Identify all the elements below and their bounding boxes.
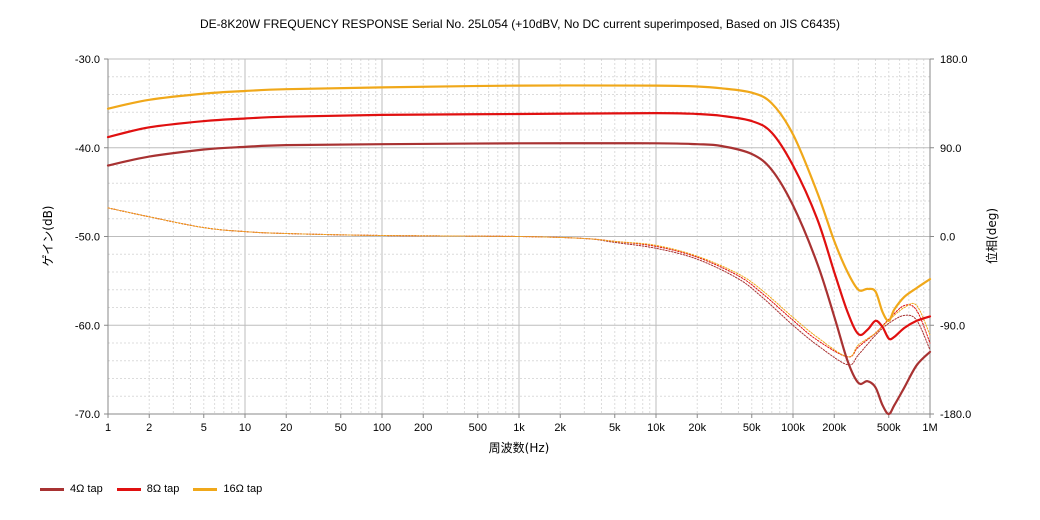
x-tick-label: 50k <box>743 422 761 434</box>
legend-swatch-8ohm <box>116 487 141 491</box>
x-tick-label: 500k <box>877 422 901 434</box>
series-line-8ohm-tap <box>106 112 932 341</box>
legend-swatch-4ohm <box>40 487 64 491</box>
x-tick-label: 10k <box>647 422 665 434</box>
y-axis-title: ゲイン(dB) <box>41 206 55 267</box>
y2-axis-title: 位相(deg) <box>984 208 999 264</box>
legend-label-16ohm: 16Ω tap <box>223 483 263 495</box>
x-tick-label: 20k <box>688 422 706 434</box>
y2-tick-label: -180.0 <box>940 409 971 421</box>
y-tick-label: -50.0 <box>75 232 100 244</box>
x-tick-label: 2 <box>146 422 152 434</box>
series-line-4ohm-tap <box>106 142 932 416</box>
axes: 1 2 5 10 20 50 100 200 500 1k 2k 5k 10k 20k 50k 100k 200… <box>75 54 971 434</box>
x-tick-label: 1M <box>922 422 937 434</box>
y2-tick-label: 90.0 <box>940 143 961 155</box>
series-line-16ohm-phase <box>107 207 931 358</box>
x-tick-label: 5k <box>609 422 621 434</box>
y-tick-label: -30.0 <box>75 54 100 66</box>
y-tick-label: -40.0 <box>75 143 100 155</box>
x-tick-label: 100k <box>781 422 805 434</box>
x-tick-label: 5 <box>201 422 207 434</box>
x-tick-label: 20 <box>280 422 292 434</box>
x-tick-label: 10 <box>239 422 251 434</box>
x-tick-label: 1 <box>105 422 111 434</box>
chart-title: DE-8K20W FREQUENCY RESPONSE Serial No. 2… <box>200 17 840 31</box>
y-tick-label: -70.0 <box>75 409 100 421</box>
legend-swatch-16ohm <box>193 487 218 491</box>
legend-item-4ohm: 4Ω tap <box>40 483 103 495</box>
y2-tick-label: 180.0 <box>940 54 968 66</box>
legend-label-4ohm: 4Ω tap <box>70 483 103 495</box>
x-tick-label: 100 <box>373 422 391 434</box>
y2-tick-label: -90.0 <box>940 320 965 332</box>
x-tick-label: 200k <box>822 422 846 434</box>
series-line-16ohm-tap <box>106 84 932 322</box>
x-tick-label: 1k <box>513 422 525 434</box>
legend-label-8ohm: 8Ω tap <box>146 483 180 495</box>
legend-item-16ohm: 16Ω tap <box>193 483 262 495</box>
series-lines <box>106 84 932 416</box>
x-tick-label: 50 <box>335 422 347 434</box>
x-axis-title: 周波数(Hz) <box>489 440 550 455</box>
y2-tick-label: 0.0 <box>940 232 955 244</box>
x-tick-label: 500 <box>469 422 487 434</box>
y-tick-label: -60.0 <box>75 320 100 332</box>
x-tick-label: 200 <box>414 422 432 434</box>
legend: 4Ω tap 8Ω tap 16Ω tap <box>40 483 262 495</box>
x-tick-label: 2k <box>554 422 566 434</box>
legend-item-8ohm: 8Ω tap <box>116 483 180 495</box>
